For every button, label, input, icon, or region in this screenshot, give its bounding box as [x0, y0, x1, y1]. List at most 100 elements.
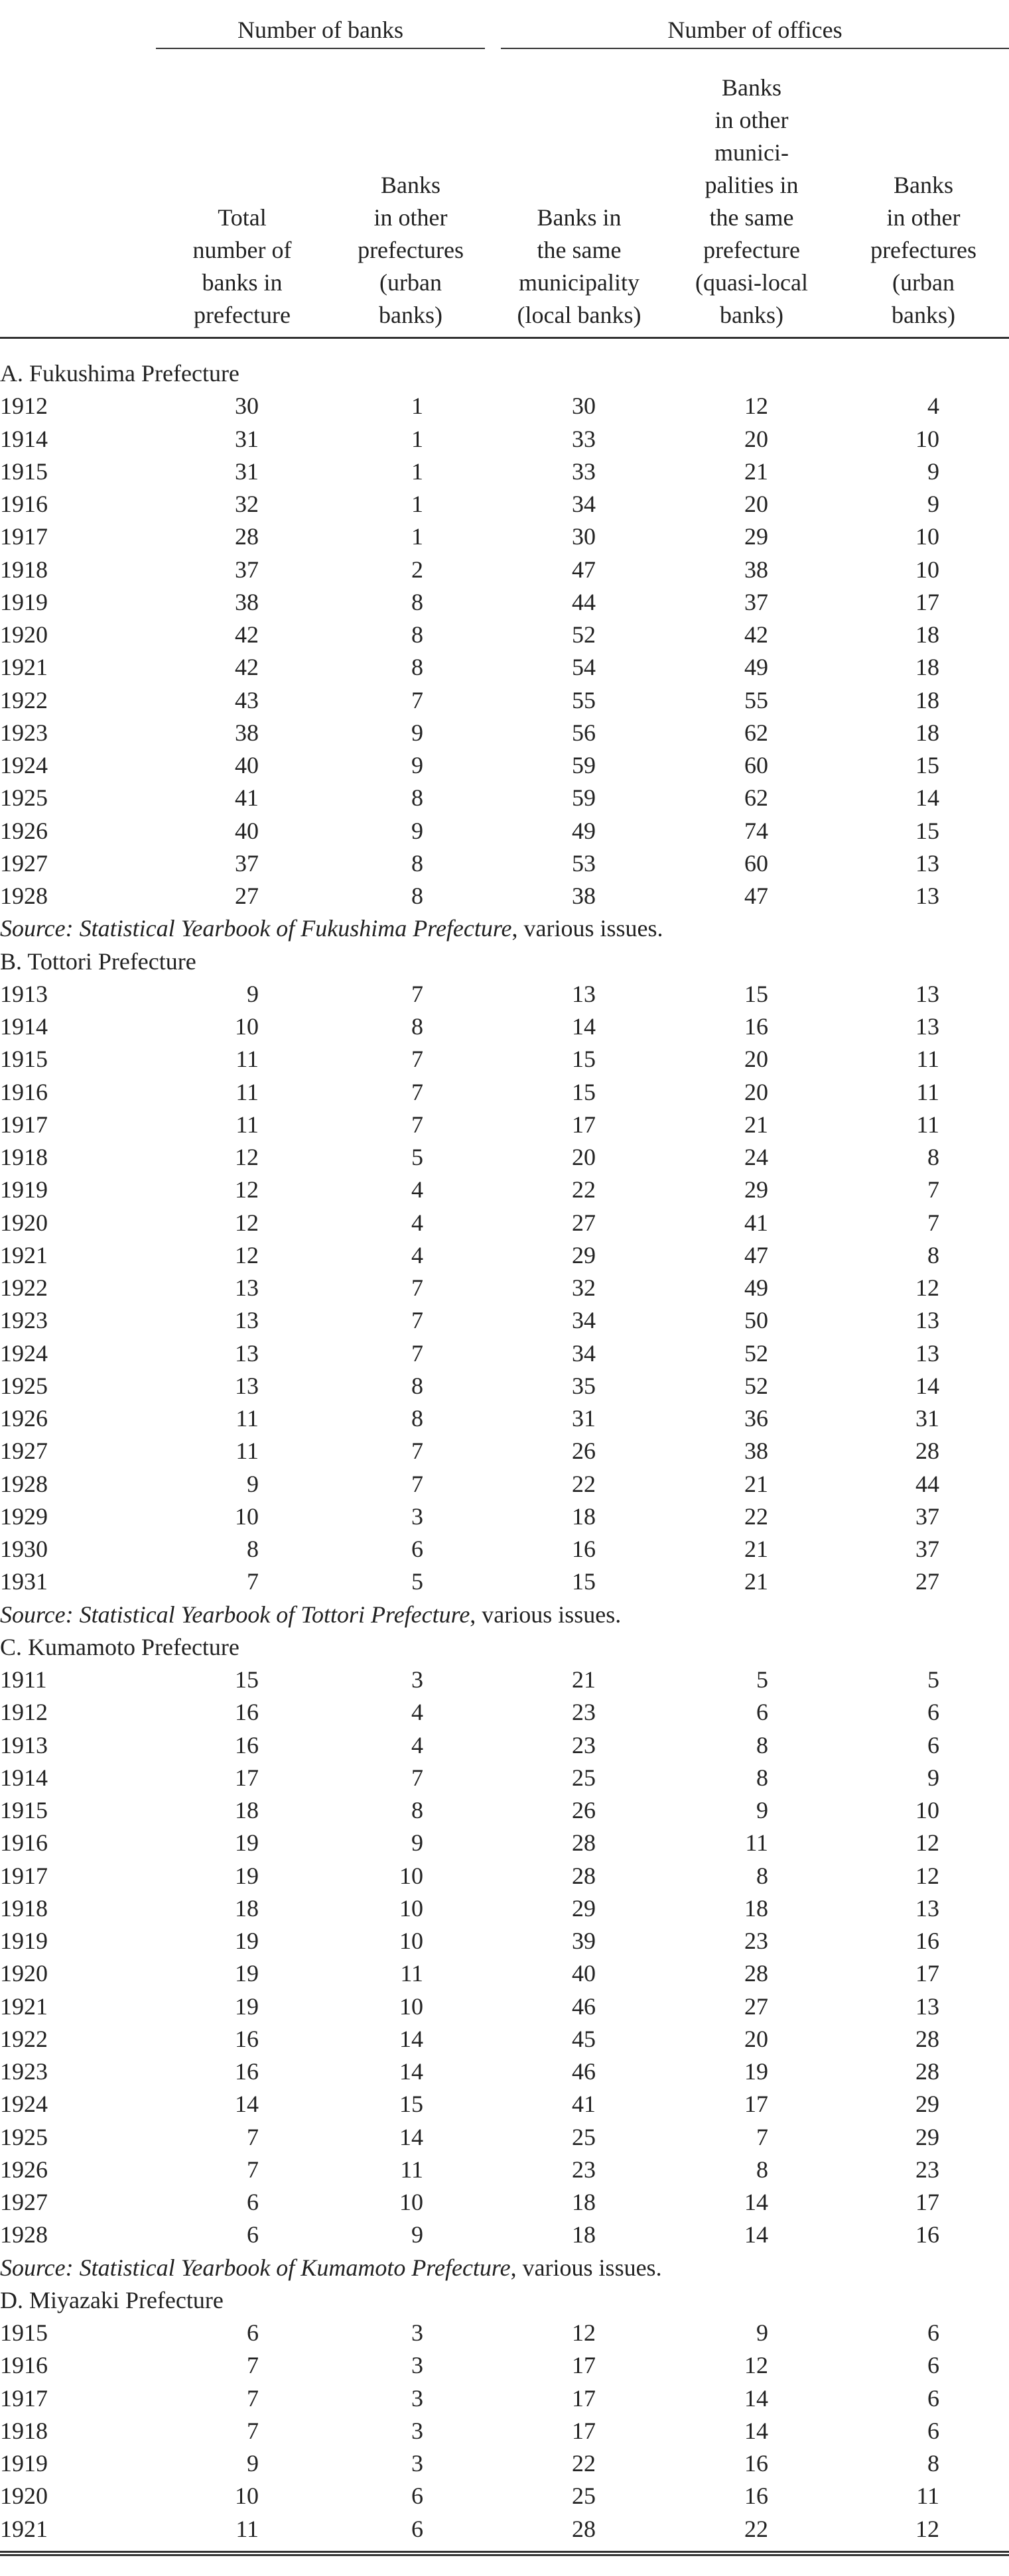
value-cell: 31: [915, 1405, 940, 1432]
value-cell: 6: [927, 2352, 940, 2379]
value-cell: 12: [572, 2319, 596, 2347]
source-row: Source: Statistical Yearbook of Kumamoto…: [0, 2252, 1009, 2284]
year-cell: 1929: [0, 1503, 48, 1530]
value-cell: 43: [235, 686, 259, 713]
value-cell: 24: [744, 1144, 769, 1171]
value-cell: 7: [756, 2123, 769, 2150]
value-cell: 14: [744, 2384, 769, 2412]
data-row: 1921 11 6 28 22 12: [0, 2512, 1009, 2556]
value-cell: 62: [744, 784, 769, 812]
value-cell: 5: [927, 1666, 940, 1693]
value-cell: 18: [572, 2189, 596, 2216]
value-cell: 13: [915, 1894, 940, 1922]
value-cell: 7: [411, 1438, 424, 1465]
value-cell: 1: [411, 491, 424, 518]
data-row: 1918 37 2 47 38 10: [0, 554, 1009, 586]
column-header: Banks in other prefectures (urban banks): [838, 49, 1009, 339]
year-cell: 1918: [0, 2417, 48, 2444]
value-cell: 9: [927, 1764, 940, 1791]
value-cell: 9: [411, 1829, 424, 1857]
data-row: 1917 11 7 17 21 11: [0, 1109, 1009, 1141]
data-row: 1924 13 7 34 52 13: [0, 1337, 1009, 1370]
value-cell: 55: [744, 686, 769, 713]
year-cell: 1927: [0, 849, 48, 877]
value-cell: 14: [915, 1372, 940, 1399]
year-cell: 1918: [0, 1144, 48, 1171]
value-cell: 18: [235, 1894, 259, 1922]
value-cell: 9: [247, 2450, 259, 2477]
value-cell: 9: [927, 458, 940, 485]
value-cell: 12: [915, 1829, 940, 1857]
value-cell: 11: [916, 1111, 940, 1138]
value-cell: 29: [572, 1241, 596, 1268]
value-cell: 17: [744, 2091, 769, 2118]
year-cell: 1914: [0, 425, 48, 452]
value-cell: 18: [744, 1894, 769, 1922]
year-cell: 1920: [0, 1209, 48, 1236]
value-cell: 3: [411, 2352, 424, 2379]
data-row: 1920 42 8 52 42 18: [0, 619, 1009, 651]
value-cell: 35: [572, 1372, 596, 1399]
column-header: Banks in the same municipality (local banks…: [493, 49, 666, 339]
value-cell: 40: [235, 817, 259, 844]
value-cell: 40: [235, 752, 259, 779]
value-cell: 8: [927, 1144, 940, 1171]
data-row: 1928 6 9 18 14 16: [0, 2219, 1009, 2251]
value-cell: 28: [235, 523, 259, 550]
value-cell: 10: [915, 523, 940, 550]
column-header-line: municipality: [519, 269, 639, 296]
data-row: 1925 41 8 59 62 14: [0, 782, 1009, 814]
value-cell: 55: [572, 686, 596, 713]
value-cell: 6: [927, 2417, 940, 2444]
value-cell: 10: [235, 1503, 259, 1530]
year-cell: 1913: [0, 980, 48, 1007]
value-cell: 9: [411, 2221, 424, 2248]
year-cell: 1916: [0, 2352, 48, 2379]
year-cell: 1923: [0, 2058, 48, 2085]
column-header-line: in other: [373, 204, 448, 231]
column-header-line: (quasi-local: [695, 269, 808, 296]
value-cell: 6: [411, 1536, 424, 1563]
data-row: 1931 7 5 15 21 27: [0, 1565, 1009, 1598]
value-cell: 52: [572, 621, 596, 648]
value-cell: 13: [235, 1372, 259, 1399]
year-cell: 1920: [0, 1960, 48, 1987]
value-cell: 10: [399, 2189, 424, 2216]
year-cell: 1916: [0, 1078, 48, 1105]
header-group: Number of banks: [156, 0, 493, 49]
data-row: 1920 10 6 25 16 11: [0, 2480, 1009, 2512]
value-cell: 26: [572, 1438, 596, 1465]
value-cell: 11: [916, 1046, 940, 1073]
data-row: 1926 11 8 31 36 31: [0, 1402, 1009, 1435]
value-cell: 14: [572, 1013, 596, 1040]
header-group-row: Number of banks Number of offices: [0, 0, 1009, 49]
value-cell: 9: [927, 491, 940, 518]
value-cell: 25: [572, 1764, 596, 1791]
value-cell: 19: [235, 1993, 259, 2020]
data-row: 1915 6 3 12 9 6: [0, 2317, 1009, 2349]
value-cell: 7: [247, 2123, 259, 2150]
value-cell: 18: [572, 2221, 596, 2248]
value-cell: 23: [572, 1731, 596, 1758]
data-row: 1918 7 3 17 14 6: [0, 2415, 1009, 2447]
column-header-line: in other: [714, 107, 789, 133]
value-cell: 52: [744, 1339, 769, 1367]
year-cell: 1919: [0, 1176, 48, 1203]
value-cell: 18: [915, 686, 940, 713]
value-cell: 20: [744, 425, 769, 452]
data-row: 1923 13 7 34 50 13: [0, 1304, 1009, 1337]
value-cell: 17: [572, 2417, 596, 2444]
value-cell: 44: [572, 588, 596, 615]
column-header-line: the same: [709, 204, 794, 231]
value-cell: 31: [235, 425, 259, 452]
value-cell: 16: [744, 2483, 769, 2510]
data-row: 1911 15 3 21 5 5: [0, 1664, 1009, 1696]
year-cell: 1919: [0, 2450, 48, 2477]
value-cell: 26: [572, 1797, 596, 1824]
data-row: 1925 7 14 25 7 29: [0, 2121, 1009, 2154]
value-cell: 38: [744, 556, 769, 583]
data-row: 1916 32 1 34 20 9: [0, 488, 1009, 521]
year-cell: 1925: [0, 2123, 48, 2150]
year-cell: 1922: [0, 1274, 48, 1302]
value-cell: 10: [399, 1928, 424, 1955]
